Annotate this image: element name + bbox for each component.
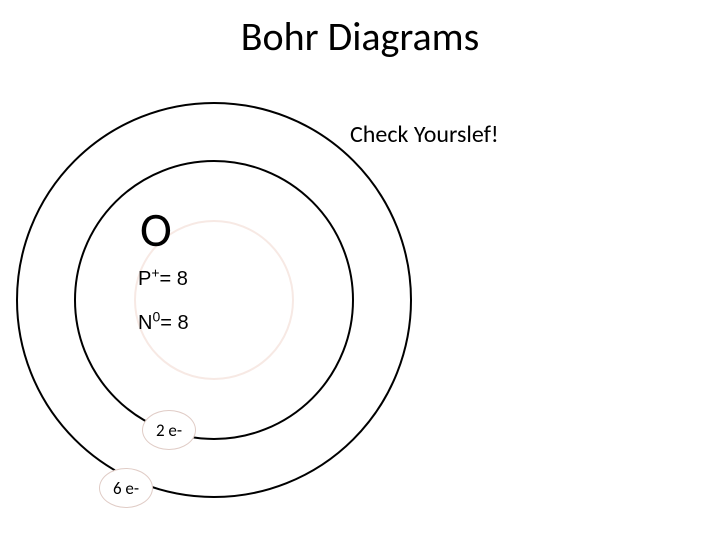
- proton-count-label: P+= 8: [138, 268, 188, 291]
- neutron-count-label: N0= 8: [138, 312, 189, 335]
- neutron-prefix: N: [138, 312, 152, 334]
- page-title: Bohr Diagrams: [0, 12, 720, 61]
- proton-prefix: P: [138, 268, 151, 290]
- outer-shell-electron-text: 6 e-: [113, 478, 139, 499]
- proton-rest: = 8: [160, 268, 188, 290]
- outer-shell-electron-label: 6 e-: [99, 468, 153, 508]
- subtitle: Check Yourslef!: [350, 120, 499, 149]
- neutron-rest: = 8: [160, 312, 188, 334]
- proton-superscript: +: [151, 264, 159, 280]
- element-symbol: O: [140, 200, 172, 259]
- stage: Bohr Diagrams Check Yourslef! O P+= 8 N0…: [0, 0, 720, 540]
- inner-shell-electron-label: 2 e-: [142, 410, 196, 450]
- inner-shell-electron-text: 2 e-: [156, 420, 182, 441]
